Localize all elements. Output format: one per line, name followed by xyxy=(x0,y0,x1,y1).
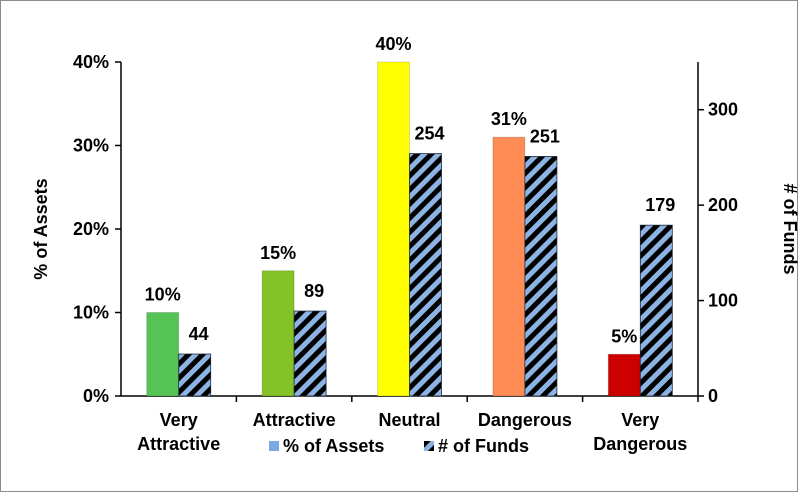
y-tick-label-left: 20% xyxy=(73,219,109,239)
legend-label-num-funds: # of Funds xyxy=(438,436,529,456)
y-tick-label-right: 0 xyxy=(708,386,718,406)
x-category-label: Very xyxy=(160,410,198,430)
data-label-pct-assets: 15% xyxy=(260,243,296,263)
x-category-label: Very xyxy=(621,410,659,430)
data-label-num-funds: 179 xyxy=(645,195,675,215)
x-category-label: Attractive xyxy=(137,434,220,454)
y-tick-label-left: 40% xyxy=(73,52,109,72)
y-tick-label-right: 100 xyxy=(708,291,738,311)
x-category-label: Neutral xyxy=(378,410,440,430)
data-label-pct-assets: 5% xyxy=(611,326,637,346)
bar-pct-assets xyxy=(377,61,410,397)
bar-num-funds xyxy=(409,153,442,397)
y-tick-label-right: 300 xyxy=(708,100,738,120)
y-tick-label-left: 30% xyxy=(73,136,109,156)
data-label-num-funds: 254 xyxy=(414,124,444,144)
bar-num-funds xyxy=(293,310,327,397)
y-axis-title-right: # of Funds xyxy=(780,184,799,275)
data-label-pct-assets: 31% xyxy=(491,109,527,129)
legend-label-pct-assets: % of Assets xyxy=(283,436,384,456)
y-tick-label-left: 10% xyxy=(73,303,109,323)
bar-num-funds xyxy=(524,156,558,397)
x-category-label: Dangerous xyxy=(593,434,687,454)
data-label-num-funds: 44 xyxy=(189,324,209,344)
bar-pct-assets xyxy=(492,136,526,397)
data-label-num-funds: 89 xyxy=(304,281,324,301)
y-axis-title-left: % of Assets xyxy=(31,178,51,279)
x-category-label: Dangerous xyxy=(478,410,572,430)
y-tick-label-right: 200 xyxy=(708,195,738,215)
bar-pct-assets xyxy=(146,312,180,397)
legend-swatch-num-funds xyxy=(424,441,434,451)
legend-swatch-pct-assets xyxy=(269,441,279,451)
data-label-pct-assets: 40% xyxy=(375,34,411,54)
bar-num-funds xyxy=(639,224,673,397)
x-category-label: Attractive xyxy=(253,410,336,430)
data-label-pct-assets: 10% xyxy=(145,285,181,305)
y-tick-label-left: 0% xyxy=(83,386,109,406)
bar-pct-assets xyxy=(261,270,295,397)
data-label-num-funds: 251 xyxy=(530,126,560,146)
bar-pct-assets xyxy=(607,353,641,397)
bar-num-funds xyxy=(178,353,212,397)
